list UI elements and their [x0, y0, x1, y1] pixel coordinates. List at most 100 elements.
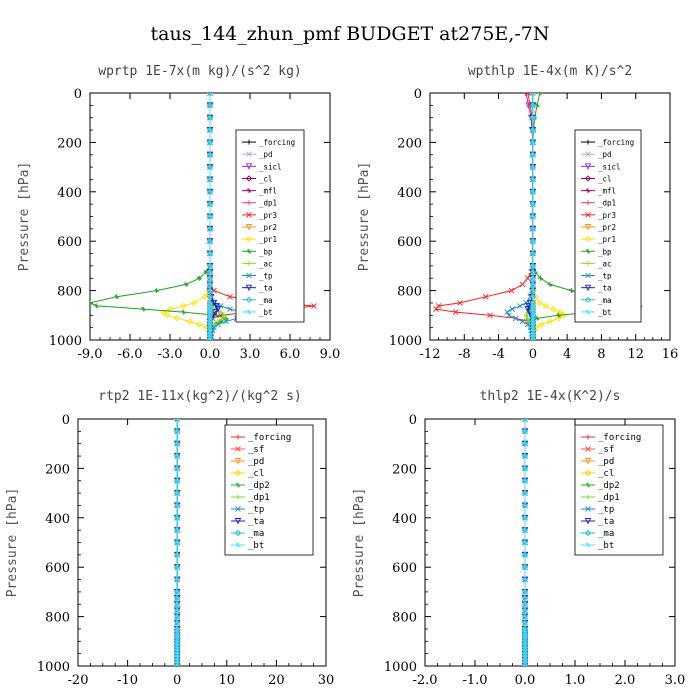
- legend-marker: [245, 296, 253, 303]
- data-point: [522, 419, 528, 422]
- series-line-bp: [90, 93, 228, 340]
- data-point: [542, 302, 549, 310]
- legend-marker: [585, 139, 591, 145]
- legend-entry: _bp: [598, 247, 612, 256]
- data-point: [530, 139, 536, 145]
- data-point: [311, 303, 317, 309]
- legend-entry: _pd: [259, 150, 273, 159]
- x-tick-label: 20: [268, 673, 285, 688]
- data-point: [154, 288, 160, 294]
- data-point: [174, 428, 180, 434]
- x-tick-label: -4: [492, 347, 505, 362]
- legend-marker: [585, 212, 591, 218]
- legend-marker: [584, 163, 592, 170]
- x-tick-label: 6.0: [280, 347, 301, 362]
- legend-marker: [235, 494, 241, 500]
- legend-entry: _dp2: [598, 481, 620, 491]
- data-point: [522, 614, 528, 620]
- legend-entry: _ta: [248, 517, 264, 527]
- x-tick-label: 2.0: [615, 673, 636, 688]
- data-point: [206, 336, 214, 340]
- data-point: [227, 293, 233, 300]
- legend-entry: _forcing: [248, 433, 291, 443]
- data-point: [522, 527, 528, 533]
- x-tick-label: 0: [529, 347, 537, 362]
- data-point: [556, 312, 562, 318]
- data-point: [174, 502, 180, 508]
- data-point: [536, 299, 543, 307]
- data-point: [522, 441, 528, 447]
- legend-marker: [235, 542, 241, 548]
- y-tick-label: 200: [397, 136, 422, 151]
- data-point: [174, 515, 180, 521]
- data-point: [174, 601, 180, 607]
- legend-marker: [584, 469, 592, 477]
- data-point: [174, 663, 180, 666]
- data-point: [202, 324, 210, 331]
- legend-marker: [234, 529, 242, 537]
- data-point: [174, 564, 180, 570]
- legend-marker: [245, 175, 253, 182]
- legend-entry: _ac: [259, 259, 273, 268]
- data-point: [207, 93, 213, 96]
- data-point: [530, 115, 536, 121]
- panel-title: thlp2 1E-4x(K^2)/s: [480, 389, 621, 404]
- panel-3: rtp2 1E-11x(kg^2)/(kg^2 s) Pressure [hPa]…: [5, 389, 334, 688]
- data-point: [174, 589, 180, 595]
- legend-marker: [245, 284, 253, 292]
- y-tick-label: 800: [397, 285, 422, 300]
- data-point: [522, 663, 528, 666]
- data-point: [207, 214, 213, 219]
- y-tick-label: 400: [392, 512, 417, 527]
- legend-marker: [584, 296, 592, 303]
- legend-entry: _pd: [598, 150, 612, 159]
- data-point: [557, 308, 564, 316]
- data-point: [508, 287, 515, 294]
- legend-entry: _sf: [598, 445, 614, 455]
- data-point: [174, 607, 180, 613]
- data-point: [207, 164, 213, 170]
- data-point: [530, 176, 536, 182]
- legend-marker: [584, 175, 592, 182]
- legend-entry: _ac: [598, 259, 612, 268]
- data-point: [207, 275, 213, 281]
- data-point: [207, 127, 213, 133]
- legend-entry: _sicl: [598, 162, 621, 171]
- legend-marker: [235, 506, 241, 512]
- data-point: [487, 312, 493, 319]
- data-point: [215, 321, 221, 328]
- data-point: [180, 309, 186, 315]
- panel-title: wprtp 1E-7x(m kg)/(s^2 kg): [98, 64, 302, 79]
- legend-entry: _dp1: [248, 493, 270, 503]
- data-point: [174, 465, 180, 471]
- legend-entry: _tp: [598, 272, 612, 281]
- series-group: [173, 419, 181, 666]
- data-point: [522, 453, 528, 459]
- y-tick-label: 200: [57, 136, 82, 151]
- data-point: [530, 275, 536, 281]
- legend-entry: _dp1: [259, 199, 277, 208]
- series-group: [521, 419, 529, 666]
- data-point: [174, 552, 180, 558]
- x-tick-label: 30: [318, 673, 335, 688]
- legend-marker: [585, 260, 591, 266]
- legend-marker: [585, 542, 591, 548]
- y-tick-label: 200: [45, 462, 70, 477]
- legend-entry: _sf: [248, 445, 264, 455]
- data-point: [180, 302, 187, 310]
- data-point: [174, 478, 180, 484]
- y-axis-label: Pressure [hPa]: [357, 162, 372, 272]
- legend-entry: _cl: [259, 174, 273, 183]
- legend-marker: [245, 224, 253, 231]
- data-point: [94, 303, 100, 309]
- legend-entry: _forcing: [598, 433, 641, 443]
- legend-entry: _bp: [259, 247, 273, 256]
- data-point: [522, 540, 528, 545]
- legend-marker: [584, 284, 592, 292]
- data-point: [547, 281, 553, 287]
- data-point: [524, 306, 531, 313]
- y-tick-label: 800: [392, 611, 417, 626]
- legend-marker: [246, 260, 252, 266]
- x-tick-label: 10: [219, 673, 236, 688]
- data-point: [214, 306, 222, 313]
